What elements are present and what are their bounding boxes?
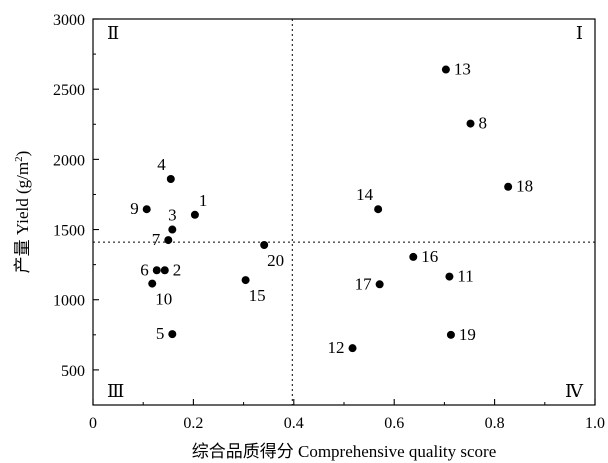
point-label: 19 [459, 325, 476, 344]
point-label: 17 [355, 274, 373, 293]
scatter-point [142, 205, 151, 214]
x-tick-label: 0.6 [384, 415, 404, 432]
plot-frame [92, 18, 596, 406]
scatter-point [260, 240, 269, 249]
scatter-point [446, 330, 455, 339]
x-tick-label: 0.8 [485, 415, 505, 432]
scatter-point [241, 276, 250, 285]
y-tick-label: 2500 [53, 82, 85, 99]
tick-labels: 0 0.2 0.4 0.6 0.8 1.0 500 1000 1500 2000 2500 3000 [53, 12, 605, 432]
y-tick-label: 1000 [53, 293, 85, 310]
point-label: 15 [249, 286, 266, 305]
scatter-point [348, 344, 357, 353]
point-label: 7 [152, 230, 161, 249]
quadrant-labels: Ⅱ Ⅰ Ⅲ Ⅳ [107, 23, 584, 401]
scatter-point [445, 272, 454, 281]
scatter-point [375, 280, 384, 289]
y-tick-label: 3000 [53, 12, 85, 29]
point-label: 8 [479, 114, 488, 133]
scatter-point [441, 65, 450, 74]
scatter-point [168, 330, 177, 339]
point-label: 20 [267, 251, 284, 270]
scatter-point [409, 252, 418, 261]
x-tick-label: 0.2 [183, 415, 203, 432]
reference-lines [93, 19, 595, 405]
data-points [142, 65, 513, 353]
point-label: 18 [516, 177, 533, 196]
scatter-point [148, 279, 157, 288]
quadrant-label-4: Ⅳ [565, 381, 584, 401]
x-tick-label: 0 [89, 415, 97, 432]
x-tick-label: 0.4 [284, 415, 304, 432]
scatter-point [160, 266, 169, 275]
scatter-point [504, 182, 513, 191]
point-label: 9 [130, 199, 139, 218]
y-axis-title: 产量 Yield (g/m2) [13, 151, 32, 274]
y-tick-label: 500 [61, 363, 85, 380]
point-label: 13 [454, 60, 471, 79]
y-tick-label: 1500 [53, 223, 85, 240]
quadrant-label-3: Ⅲ [107, 381, 124, 401]
scatter-point [466, 119, 475, 128]
scatter-point [164, 236, 173, 245]
point-label: 12 [328, 338, 345, 357]
x-tick-label: 1.0 [585, 415, 605, 432]
y-tick-label: 2000 [53, 152, 85, 169]
point-label: 3 [168, 206, 177, 225]
scatter-point [190, 210, 199, 219]
quadrant-label-2: Ⅱ [107, 23, 119, 43]
scatter-point [374, 205, 383, 214]
point-label: 6 [140, 260, 149, 279]
point-label: 16 [421, 247, 438, 266]
point-label: 10 [155, 290, 172, 309]
point-label: 4 [157, 155, 166, 174]
scatter-point [152, 266, 161, 275]
point-label: 1 [199, 191, 208, 210]
quadrant-label-1: Ⅰ [576, 23, 583, 43]
point-label: 11 [457, 267, 473, 286]
x-axis-title: 综合品质得分 Comprehensive quality score [192, 442, 497, 461]
point-label: 2 [173, 260, 182, 279]
scatter-point [168, 225, 177, 234]
point-label: 14 [356, 185, 374, 204]
point-label: 5 [156, 324, 165, 343]
scatter-point [166, 175, 175, 184]
